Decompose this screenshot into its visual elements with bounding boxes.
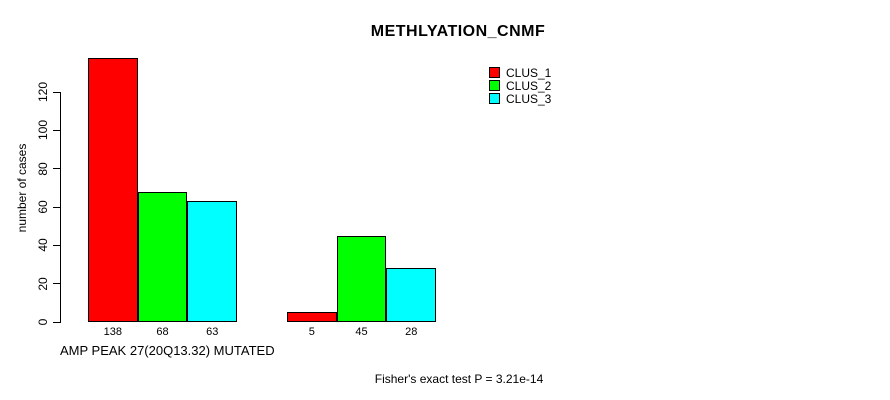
y-tick-label: 120 [36,81,50,103]
bar-clus_3-group-1 [187,201,238,322]
footer-text: Fisher's exact test P = 3.21e-14 [374,372,544,386]
y-tick-mark [53,244,60,246]
legend-swatch-icon [489,80,500,91]
legend-label: CLUS_3 [506,91,552,106]
legend-item-clus_2: CLUS_2 [489,78,552,93]
legend-label: CLUS_2 [506,78,552,93]
bar-value-label: 68 [156,326,169,338]
bar-clus_1-group-1 [88,57,138,322]
x-axis-label: AMP PEAK 27(20Q13.32) MUTATED [60,343,275,358]
legend-swatch-icon [489,67,500,78]
bar-clus_2-group-1 [137,191,188,322]
y-axis-line [60,92,61,323]
legend: CLUS_1 CLUS_2 CLUS_3 [489,65,552,106]
legend-item-clus_1: CLUS_1 [489,65,552,80]
legend-label: CLUS_1 [506,65,552,80]
bar-value-label: 45 [355,326,368,338]
y-tick-label: 20 [36,276,50,291]
bar-value-label: 138 [103,326,123,338]
bar-clus_3-group-2 [386,268,437,322]
y-tick-label: 100 [36,120,50,141]
y-tick-label: 0 [36,318,50,326]
y-tick-label: 40 [36,238,50,253]
bar-clus_1-group-2 [287,312,337,322]
bar-value-label: 63 [206,326,219,338]
bar-value-label: 5 [308,326,315,338]
y-tick-mark [53,168,60,170]
y-axis-label: number of cases [15,143,29,233]
bar-value-label: 28 [405,326,418,338]
bar-clus_2-group-2 [336,235,387,322]
legend-swatch-icon [489,93,500,104]
y-tick-label: 80 [36,161,50,176]
legend-item-clus_3: CLUS_3 [489,91,552,106]
y-tick-mark [53,283,60,285]
chart-title: METHLYATION_CNMF [370,23,546,40]
y-tick-mark [53,321,60,323]
y-tick-mark [53,206,60,208]
y-tick-label: 60 [36,200,50,214]
y-tick-mark [53,129,60,131]
y-tick-mark [53,91,60,93]
